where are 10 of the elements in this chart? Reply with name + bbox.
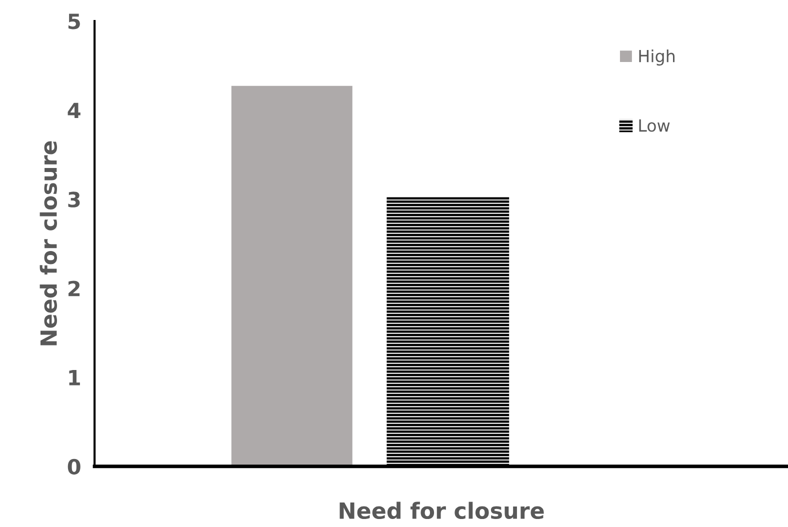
y-tick-label: 5	[68, 14, 80, 30]
y-tick-label: 1	[69, 370, 80, 386]
y-tick-label: 0	[68, 458, 80, 475]
y-tick-label: 4	[68, 102, 80, 118]
x-axis-title: Need for closure	[340, 502, 544, 520]
y-tick-label: 2	[68, 280, 80, 296]
y-tick-label: 3	[68, 192, 80, 208]
legend-label: Low	[639, 119, 670, 132]
y-axis-title: Need for closure	[40, 141, 58, 346]
legend-label: High	[639, 49, 674, 66]
